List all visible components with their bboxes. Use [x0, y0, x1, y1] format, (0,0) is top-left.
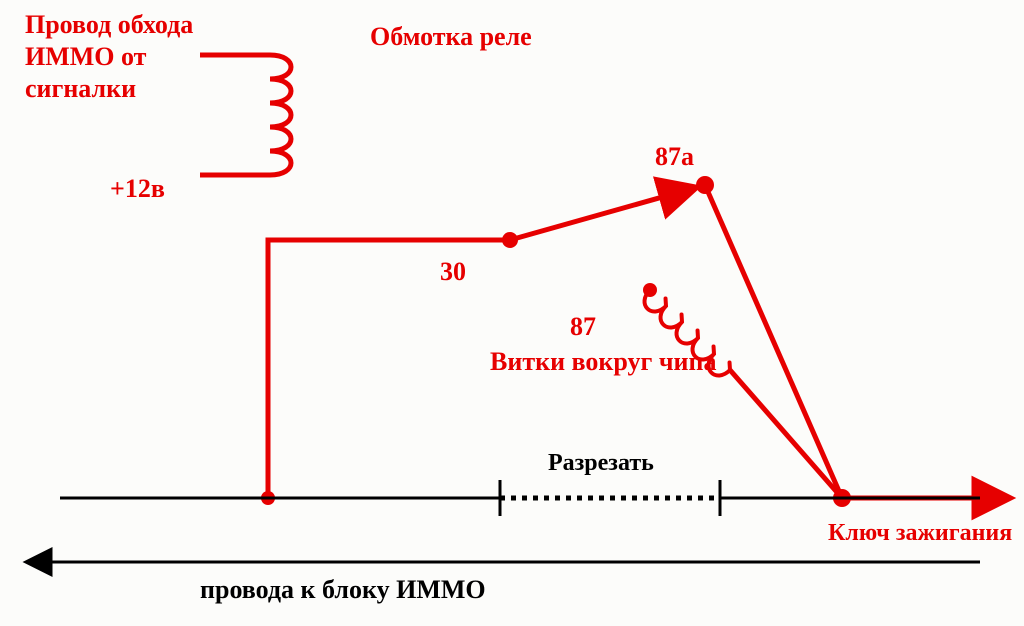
- label-plus12v: +12в: [110, 174, 165, 203]
- label-relay-coil: Обмотка реле: [370, 22, 532, 51]
- relay-coil-icon: [270, 55, 291, 175]
- label-ignition-key: Ключ зажигания: [828, 520, 1012, 546]
- label-immo-bypass-l1: Провод обхода: [25, 10, 193, 39]
- label-immo-bypass-l2: ИММО от: [25, 42, 147, 71]
- label-chip-turns: Витки вокруг чипа: [490, 347, 716, 376]
- label-immo-block-wires: провода к блоку ИММО: [200, 575, 486, 604]
- wiring-diagram: Провод обхода ИММО от сигналки Обмотка р…: [0, 0, 1024, 626]
- label-87: 87: [570, 312, 596, 341]
- label-immo-bypass-l3: сигналки: [25, 74, 136, 103]
- wire-30-to-line: [268, 240, 510, 498]
- node-chip-dot: [643, 283, 657, 297]
- label-87a: 87a: [655, 142, 694, 171]
- node-87a-dot: [696, 176, 714, 194]
- node-30-dot: [502, 232, 518, 248]
- label-cut: Разрезать: [548, 450, 654, 476]
- wire-87a-to-join: [705, 185, 842, 498]
- arrow-30-to-87a: [510, 189, 692, 240]
- label-30: 30: [440, 257, 466, 286]
- wire-chip-to-join: [730, 370, 842, 498]
